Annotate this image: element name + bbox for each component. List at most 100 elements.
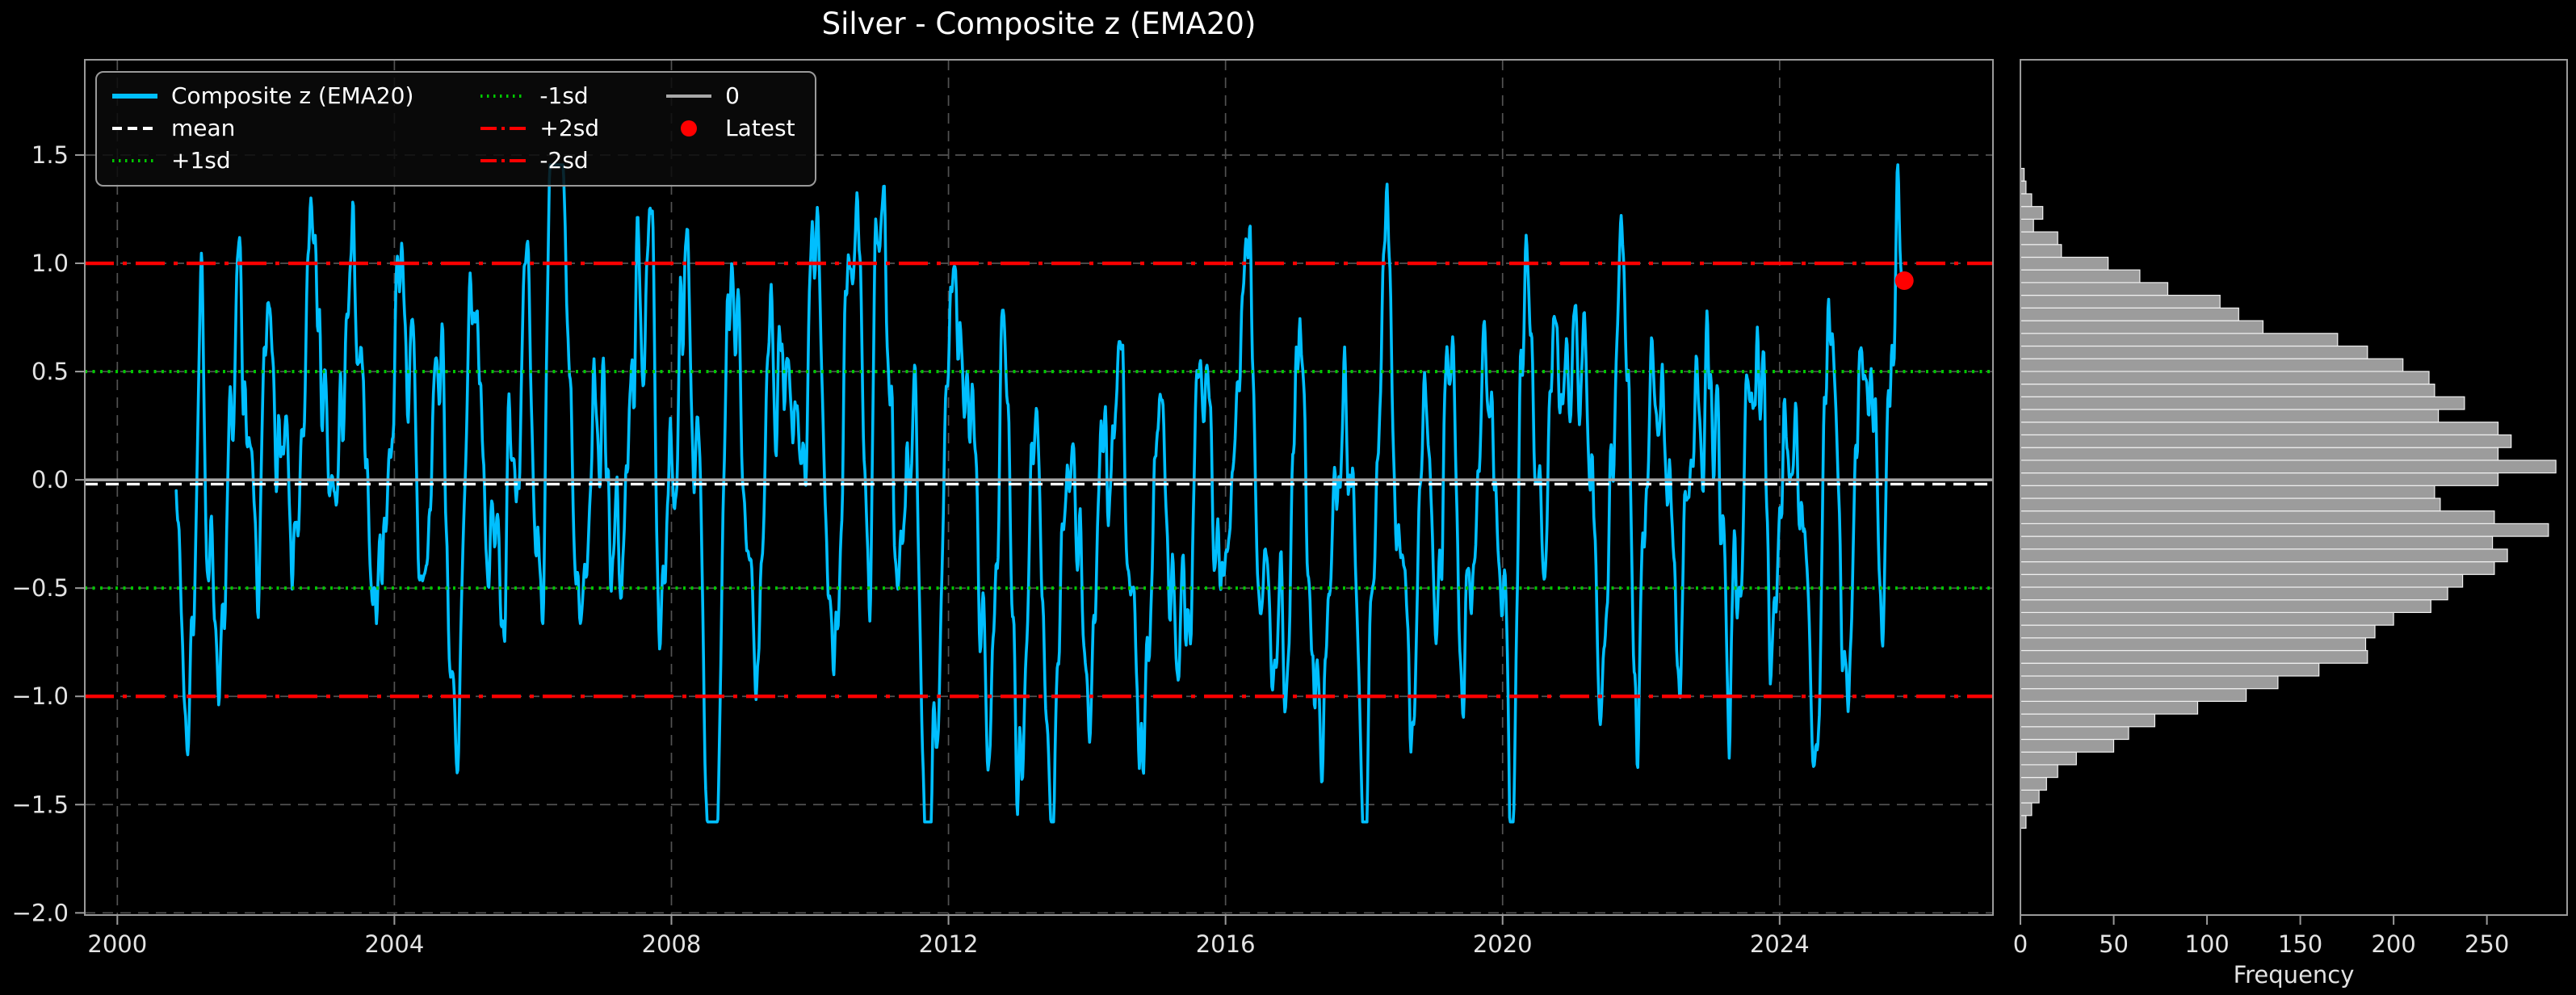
histogram-bar (2020, 510, 2495, 525)
histogram-bar (2020, 396, 2465, 410)
histogram-bar (2020, 611, 2394, 626)
histogram-bar (2020, 447, 2499, 461)
y-tick-label: 1.0 (31, 250, 69, 277)
histogram-bar (2020, 218, 2034, 233)
y-tick-label: −1.0 (12, 682, 69, 710)
legend-line-icon (112, 158, 157, 162)
histogram-bar (2020, 815, 2027, 829)
histogram-bar (2020, 624, 2376, 639)
histogram-bar (2020, 700, 2199, 715)
legend-item-label: +1sd (171, 147, 231, 174)
histogram-bar (2020, 434, 2512, 448)
histogram-bar (2020, 256, 2109, 271)
legend-item-label: mean (171, 115, 236, 141)
legend-line-icon (112, 126, 157, 130)
x-tick-label: 2020 (1473, 930, 1533, 958)
y-tick-label: 1.5 (31, 141, 69, 169)
histogram-bar (2020, 371, 2430, 385)
legend-item-label: Latest (725, 115, 795, 141)
x-tick-label: 2016 (1196, 930, 1256, 958)
frequency-tick-label: 200 (2371, 930, 2415, 958)
legend-item--2sd: -2sd (480, 147, 599, 174)
legend-item-label: -2sd (539, 147, 589, 174)
legend-item-composite-z-ema20-: Composite z (EMA20) (111, 82, 413, 109)
x-tick-label: 2008 (642, 930, 702, 958)
legend-item--1sd: -1sd (480, 82, 599, 109)
legend-line-icon (480, 126, 527, 130)
histogram-bar (2020, 282, 2169, 296)
x-tick-label: 2004 (364, 930, 424, 958)
legend-item-mean: mean (111, 115, 413, 141)
chart-title: Silver - Composite z (EMA20) (821, 6, 1257, 41)
histogram-bar (2020, 244, 2062, 258)
histogram-bar (2020, 231, 2058, 246)
histogram-bar (2020, 789, 2040, 804)
histogram-bar (2020, 599, 2431, 614)
legend-item-latest: Latest (665, 115, 795, 141)
histogram-bar (2020, 726, 2129, 741)
legend: Composite z (EMA20) mean +1sd -1sd +2sd -2sd 0… (95, 71, 816, 187)
histogram-bar (2020, 751, 2077, 766)
histogram-bar (2020, 358, 2404, 372)
histogram-bar (2020, 523, 2549, 537)
histogram-bar (2020, 193, 2033, 208)
frequency-tick-label: 0 (2013, 930, 2028, 958)
y-tick-label: 0.0 (31, 466, 69, 493)
legend-item-0: 0 (665, 82, 795, 109)
histogram-bar (2020, 345, 2368, 359)
legend-line-icon (112, 93, 157, 99)
histogram-spines (2020, 59, 2568, 916)
x-tick-label: 2024 (1750, 930, 1810, 958)
histogram-bar (2020, 422, 2499, 436)
frequency-tick-label: 100 (2184, 930, 2229, 958)
histogram-bar (2020, 637, 2367, 652)
histogram-bar (2020, 738, 2115, 753)
histogram-bar (2020, 485, 2435, 499)
histogram-bar (2020, 535, 2494, 550)
x-tick-label: 2012 (919, 930, 979, 958)
legend-line-icon (666, 94, 712, 98)
histogram-bar (2020, 649, 2368, 664)
histogram-bar (2020, 460, 2557, 474)
legend-item--1sd: +1sd (111, 147, 413, 174)
histogram-bar (2020, 802, 2033, 817)
histogram-bar (2020, 333, 2339, 347)
histogram-bar (2020, 586, 2448, 601)
legend-line-icon (480, 158, 527, 162)
histogram-bar (2020, 776, 2047, 791)
legend-item-label: +2sd (539, 115, 600, 141)
histogram-bar (2020, 713, 2155, 728)
histogram-bar (2020, 320, 2263, 334)
y-tick-label: −0.5 (12, 574, 69, 602)
histogram-bar (2020, 206, 2044, 220)
y-tick-label: 0.5 (31, 358, 69, 385)
frequency-tick-label: 50 (2099, 930, 2129, 958)
legend-line-icon (480, 94, 527, 98)
histogram-bar (2020, 573, 2464, 588)
histogram-bar (2020, 548, 2508, 563)
histogram-bar (2020, 307, 2239, 321)
histogram-bar (2020, 472, 2499, 486)
frequency-tick-label: 250 (2465, 930, 2509, 958)
histogram-bar (2020, 560, 2495, 575)
histogram-bar (2020, 675, 2279, 690)
legend-item-label: 0 (725, 82, 740, 109)
histogram-bar (2020, 409, 2440, 423)
main-plot-spines (84, 59, 1994, 916)
histogram-bar (2020, 498, 2441, 512)
latest-point-marker (1894, 271, 1914, 290)
legend-marker-icon (681, 120, 698, 136)
histogram-bar (2020, 384, 2435, 397)
legend-item-label: -1sd (539, 82, 589, 109)
composite-z-line (174, 163, 1906, 824)
histogram-bar (2020, 688, 2247, 703)
histogram-bar (2020, 662, 2320, 677)
legend-item-label: Composite z (EMA20) (171, 82, 414, 109)
legend-item--2sd: +2sd (480, 115, 599, 141)
histogram-bar (2020, 764, 2058, 779)
histogram-bar (2020, 269, 2141, 283)
y-tick-label: −1.5 (12, 791, 69, 818)
y-tick-label: −2.0 (12, 899, 69, 926)
